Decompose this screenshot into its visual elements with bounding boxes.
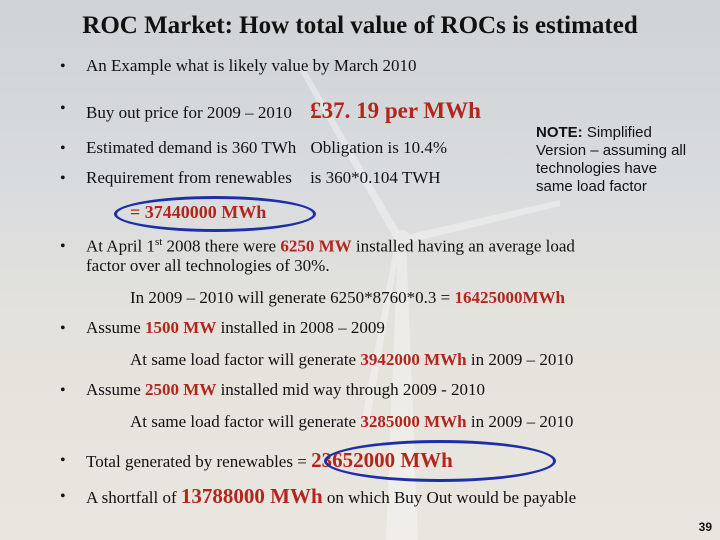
assume-1500-line: Assume 1500 MW installed in 2008 – 2009 bbox=[86, 318, 385, 338]
same-load-1-value: 3942000 MWh bbox=[360, 350, 467, 369]
april-line: At April 1st 2008 there were 6250 MW ins… bbox=[86, 236, 575, 257]
total-text: Total generated by renewables = bbox=[86, 452, 312, 471]
shortfall-text-b: on which Buy Out would be payable bbox=[322, 488, 577, 507]
requirement-label: Requirement from renewables bbox=[86, 168, 292, 187]
total-line: Total generated by renewables = 23652000… bbox=[86, 448, 453, 473]
slide-title: ROC Market: How total value of ROCs is e… bbox=[82, 12, 638, 39]
bullet: • bbox=[60, 452, 66, 469]
note-heading: NOTE: bbox=[536, 124, 583, 141]
example-line: An Example what is likely value by March… bbox=[86, 56, 417, 75]
april-text-1: At April 1 bbox=[86, 236, 155, 256]
requirement-line: Requirement from renewables is 360*0.104… bbox=[86, 168, 441, 188]
bullet: • bbox=[60, 170, 66, 187]
bullet: • bbox=[60, 140, 66, 157]
bullet: • bbox=[60, 238, 66, 255]
requirement-calc: is 360*0.104 TWH bbox=[310, 168, 441, 187]
same-load-2-value: 3285000 MWh bbox=[360, 412, 467, 431]
demand-text: Estimated demand is 360 TWh bbox=[86, 138, 297, 157]
obligation-text: Obligation is 10.4% bbox=[310, 138, 447, 157]
bullet: • bbox=[60, 58, 66, 75]
april-text-3: installed having an average load bbox=[351, 236, 575, 256]
bullet: • bbox=[60, 488, 66, 505]
total-value: 23652000 MWh bbox=[311, 448, 453, 472]
bullet: • bbox=[60, 382, 66, 399]
generate-2009-text: In 2009 – 2010 will generate 6250*8760*0… bbox=[130, 288, 455, 307]
same-load-2-text-a: At same load factor will generate bbox=[130, 412, 361, 431]
assume-2500-mw: 2500 MW bbox=[145, 380, 217, 399]
buyout-value: £37. 19 per MWh bbox=[310, 98, 481, 123]
april-text-2: 2008 there were bbox=[162, 236, 281, 256]
bullet: • bbox=[60, 320, 66, 337]
same-load-1-line: At same load factor will generate 394200… bbox=[130, 350, 573, 370]
assume-1500-text-b: installed in 2008 – 2009 bbox=[216, 318, 385, 337]
same-load-2-text-b: in 2009 – 2010 bbox=[466, 412, 574, 431]
assume-2500-line: Assume 2500 MW installed mid way through… bbox=[86, 380, 485, 400]
generate-2009-line: In 2009 – 2010 will generate 6250*8760*0… bbox=[130, 288, 565, 308]
april-mw-value: 6250 MW bbox=[280, 236, 352, 256]
shortfall-text-a: A shortfall of bbox=[86, 488, 181, 507]
same-load-1-text-b: in 2009 – 2010 bbox=[466, 350, 574, 369]
note-body: Simplified Version – assuming all techno… bbox=[536, 124, 687, 195]
april-superscript: st bbox=[154, 236, 163, 248]
assume-2500-text-a: Assume bbox=[86, 380, 146, 399]
buyout-label: Buy out price for 2009 – 2010 bbox=[86, 103, 292, 122]
same-load-2-line: At same load factor will generate 328500… bbox=[130, 412, 573, 432]
buyout-line: Buy out price for 2009 – 2010 £37. 19 pe… bbox=[86, 98, 481, 124]
simplified-note: NOTE: Simplified Version – assuming all … bbox=[536, 124, 696, 196]
shortfall-line: A shortfall of 13788000 MWh on which Buy… bbox=[86, 484, 576, 509]
shortfall-value: 13788000 MWh bbox=[180, 484, 323, 508]
demand-line: Estimated demand is 360 TWh Obligation i… bbox=[86, 138, 447, 158]
assume-1500-mw: 1500 MW bbox=[145, 318, 217, 337]
bullet: • bbox=[60, 100, 66, 117]
requirement-result: = 37440000 MWh bbox=[130, 202, 267, 222]
assume-1500-text-a: Assume bbox=[86, 318, 146, 337]
april-line-2: factor over all technologies of 30%. bbox=[86, 256, 330, 275]
same-load-1-text-a: At same load factor will generate bbox=[130, 350, 361, 369]
assume-2500-text-b: installed mid way through 2009 - 2010 bbox=[216, 380, 485, 399]
generate-2009-value: 16425000MWh bbox=[454, 288, 566, 307]
page-number: 39 bbox=[698, 520, 712, 534]
